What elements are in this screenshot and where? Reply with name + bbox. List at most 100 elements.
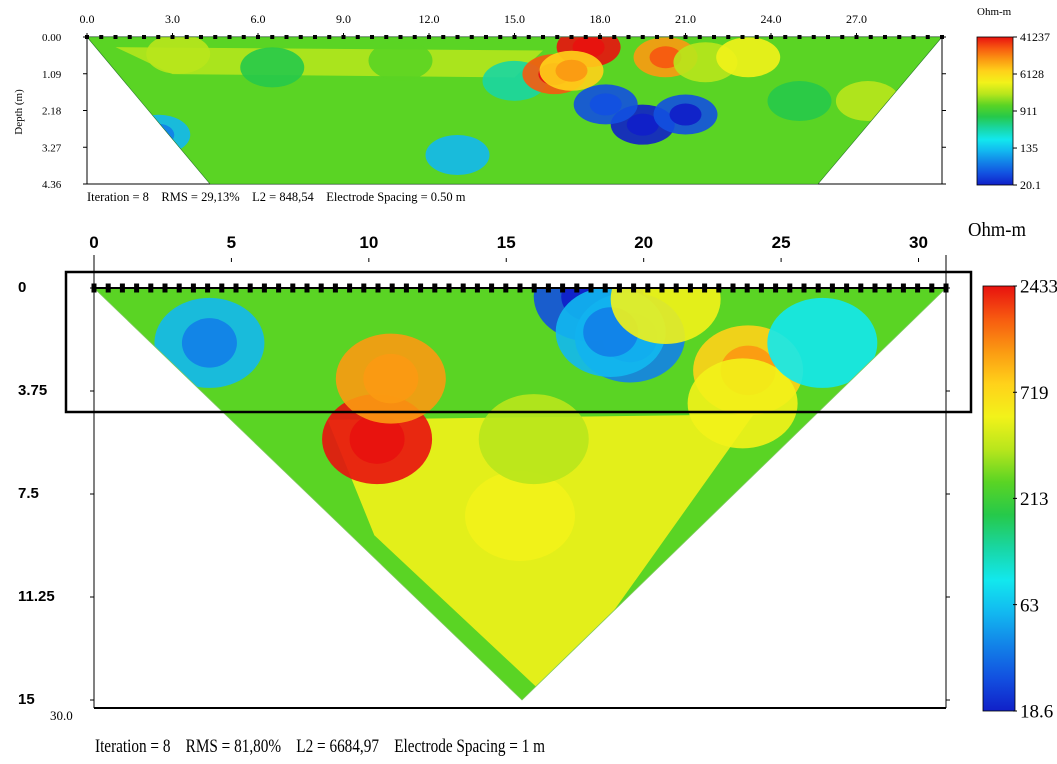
- electrode-marker: [142, 35, 146, 39]
- electrode-marker: [669, 35, 674, 39]
- bottom-colorbar-labels: 2433 719 213 63 18.6: [1013, 277, 1057, 723]
- electrode-marker: [583, 35, 588, 39]
- electrode-marker: [284, 35, 289, 39]
- y-tick-label: 0: [18, 279, 26, 296]
- x-tick-label: 3.0: [165, 12, 180, 26]
- colorbar-label: 2433: [1020, 277, 1057, 298]
- electrode-marker: [184, 35, 189, 39]
- resistivity-anomaly: [835, 81, 900, 122]
- electrode-marker: [655, 35, 659, 39]
- resistivity-anomaly-core: [669, 103, 702, 126]
- resistivity-anomaly: [767, 297, 878, 388]
- x-tick-label: 21.0: [675, 12, 696, 26]
- electrode-marker: [640, 35, 645, 39]
- electrode-marker: [370, 35, 374, 39]
- electrode-marker: [484, 35, 488, 39]
- electrode-marker: [911, 35, 916, 39]
- y-tick-label: 7.5: [18, 485, 39, 502]
- colorbar-label: 6128: [1020, 67, 1044, 81]
- resistivity-anomaly-core: [555, 59, 588, 82]
- bottom-x-axis: 0 5 10 15 20 25 30: [89, 233, 928, 262]
- electrode-marker: [712, 35, 716, 39]
- electrode-marker: [840, 35, 845, 39]
- resistivity-anomaly: [368, 40, 433, 81]
- electrode-marker: [99, 35, 104, 39]
- x-tick-label: 20: [634, 233, 653, 252]
- electrode-marker: [883, 35, 887, 39]
- x-tick-label: 30: [909, 233, 928, 252]
- electrode-marker: [754, 35, 759, 39]
- bottom-chart: 0 5 10 15 20 25 30 0 3.75 7.5 11.25 15 30.0 Iterat…: [18, 219, 1057, 757]
- resistivity-anomaly-core: [181, 318, 237, 368]
- bottom-axis-remnant-label: 30.0: [50, 708, 73, 723]
- y-tick-label: 0.00: [42, 32, 62, 44]
- electrode-marker: [811, 35, 816, 39]
- electrode-marker: [298, 35, 303, 39]
- bottom-colorbar: Ohm-m 2433 719 213 63 18.6: [968, 219, 1057, 723]
- electrode-marker: [355, 35, 360, 39]
- electrode-marker: [441, 35, 446, 39]
- resistivity-anomaly-core: [626, 113, 659, 136]
- colorbar-label: 63: [1020, 595, 1039, 616]
- resistivity-anomaly: [425, 135, 490, 176]
- colorbar-label: 719: [1020, 383, 1049, 404]
- electrode-marker: [498, 35, 503, 39]
- bottom-section-fill: [94, 288, 946, 700]
- top-chart: 0.0 3.0 6.0 9.0 12.0 15.0 18.0 21.0 24.0 27.0 0.0…: [13, 6, 1050, 204]
- electrode-marker: [541, 35, 545, 39]
- colorbar-label: 135: [1020, 141, 1038, 155]
- x-tick-label: 0.0: [80, 12, 95, 26]
- electrode-marker: [697, 35, 702, 39]
- x-tick-label: 12.0: [419, 12, 440, 26]
- resistivity-anomaly-core: [349, 414, 405, 464]
- resistivity-anomaly-core: [142, 123, 175, 146]
- resistivity-anomaly: [240, 47, 305, 88]
- y-tick-label: 11.25: [18, 588, 55, 605]
- x-tick-label: 0: [89, 233, 98, 252]
- electrode-marker: [797, 35, 802, 39]
- electrode-marker: [313, 35, 317, 39]
- x-tick-label: 15: [497, 233, 516, 252]
- x-tick-label: 24.0: [761, 12, 782, 26]
- electrode-marker: [740, 35, 745, 39]
- y-tick-label: 2.18: [42, 106, 62, 118]
- resistivity-anomaly-core: [363, 353, 419, 404]
- resistivity-anomaly-core: [589, 93, 622, 116]
- top-caption: Iteration = 8 RMS = 29,13% L2 = 848,54 E…: [87, 190, 466, 204]
- electrode-marker: [726, 35, 731, 39]
- electrode-marker: [241, 35, 246, 39]
- electrode-marker: [868, 35, 873, 39]
- colorbar-label: 213: [1020, 489, 1049, 510]
- colorbar-label: 41237: [1020, 30, 1050, 44]
- x-tick-label: 5: [227, 233, 236, 252]
- top-colorbar: Ohm-m 41237 6128 911 135 20.1: [976, 6, 1050, 192]
- electrode-marker: [526, 35, 531, 39]
- top-colorbar-labels: 41237 6128 911 135 20.1: [1013, 30, 1050, 192]
- top-colorbar-bar: [976, 36, 1014, 186]
- electrode-marker: [113, 35, 118, 39]
- highlight-box: [64, 270, 973, 414]
- colorbar-label: 911: [1020, 104, 1038, 118]
- bottom-anomalies: [154, 288, 878, 700]
- y-tick-label: 3.27: [42, 142, 62, 154]
- top-colorbar-unit: Ohm-m: [977, 6, 1012, 18]
- electrode-marker: [626, 35, 631, 39]
- y-tick-label: 4.36: [42, 179, 62, 191]
- resistivity-anomaly: [146, 37, 211, 74]
- top-y-axis-label: Depth (m): [13, 89, 25, 135]
- resistivity-anomaly: [478, 394, 589, 485]
- electrode-marker: [469, 35, 474, 39]
- electrode-marker: [327, 35, 332, 39]
- x-tick-label: 9.0: [336, 12, 351, 26]
- resistivity-anomaly: [767, 81, 832, 122]
- x-tick-label: 27.0: [846, 12, 867, 26]
- bottom-caption: Iteration = 8 RMS = 81,80% L2 = 6684,97 …: [95, 736, 545, 757]
- electrode-marker: [455, 35, 460, 39]
- electrode-marker: [612, 35, 617, 39]
- y-tick-label: 15: [18, 691, 35, 708]
- x-tick-label: 10: [359, 233, 378, 252]
- electrode-marker: [199, 35, 203, 39]
- colorbar-label: 20.1: [1020, 178, 1041, 192]
- resistivity-anomaly: [465, 470, 575, 561]
